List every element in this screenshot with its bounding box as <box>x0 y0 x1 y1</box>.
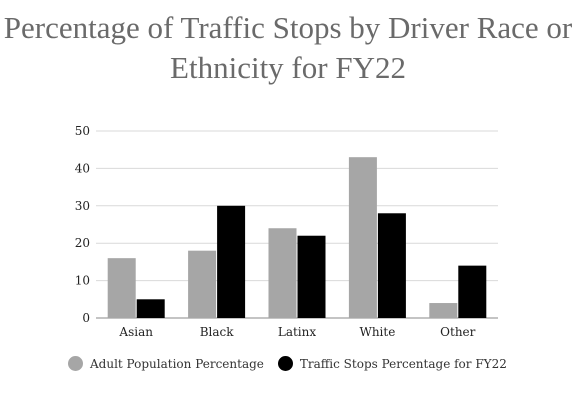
bar-black-traffic-stops <box>217 205 246 318</box>
chart-title: Percentage of Traffic Stops by Driver Ra… <box>3 10 573 85</box>
bar-black-adult-population <box>188 250 217 318</box>
gridlines <box>96 130 498 319</box>
bar-latinx-traffic-stops <box>297 235 326 318</box>
bar-asian-traffic-stops <box>136 299 165 318</box>
bar-other-adult-population <box>429 303 458 318</box>
y-tick-label-40: 40 <box>75 161 90 175</box>
legend-swatch-traffic-stops <box>277 356 293 371</box>
x-axis-ticks: Asian Black Latinx White Other <box>118 325 475 339</box>
bar-other-traffic-stops <box>458 265 487 318</box>
y-tick-label-50: 50 <box>75 124 90 138</box>
bars <box>107 157 487 318</box>
legend-swatch-adult-population <box>68 356 83 371</box>
bar-white-traffic-stops <box>377 213 406 318</box>
y-tick-label-0: 0 <box>82 311 90 325</box>
y-tick-label-20: 20 <box>75 236 90 250</box>
legend-label-adult-population: Adult Population Percentage <box>90 356 264 371</box>
y-tick-label-30: 30 <box>75 199 90 213</box>
bar-asian-adult-population <box>107 258 136 318</box>
bar-white-adult-population <box>348 157 377 318</box>
bar-latinx-adult-population <box>268 228 297 318</box>
y-tick-label-10: 10 <box>75 274 90 288</box>
legend-item-adult-population: Adult Population Percentage <box>68 356 264 371</box>
chart-legend: Adult Population Percentage Traffic Stop… <box>68 356 521 371</box>
legend-label-traffic-stops: Traffic Stops Percentage for FY22 <box>299 356 507 371</box>
x-tick-label-asian: Asian <box>118 325 153 339</box>
x-tick-label-latinx: Latinx <box>278 325 317 339</box>
legend-item-traffic-stops: Traffic Stops Percentage for FY22 <box>277 356 507 371</box>
x-tick-label-white: White <box>359 325 395 339</box>
y-axis-ticks: 0 10 20 30 40 50 <box>75 124 90 325</box>
x-tick-label-black: Black <box>200 325 235 339</box>
x-tick-label-other: Other <box>440 325 475 339</box>
